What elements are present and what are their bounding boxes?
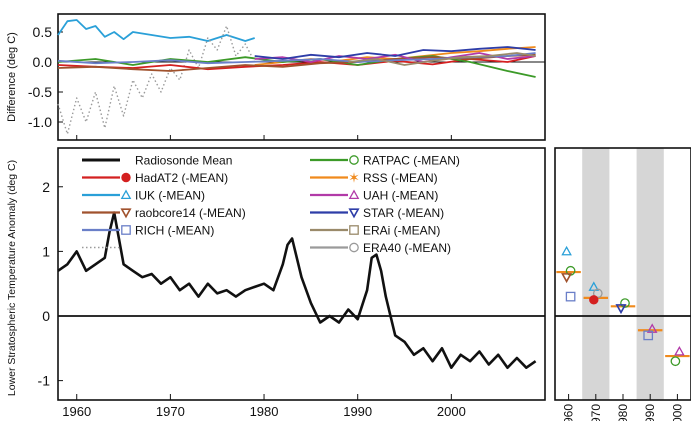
decadal-point — [588, 281, 600, 291]
anomaly-xtick-label: 1980 — [250, 404, 279, 419]
difference-ytick-label: -1.0 — [28, 114, 52, 130]
anomaly-ytick-label: -1 — [38, 373, 51, 389]
anomaly-xtick-label: 1990 — [343, 404, 372, 419]
legend-marker — [348, 208, 360, 219]
legend-label: IUK (-MEAN) — [135, 189, 205, 203]
decadal-point — [565, 291, 576, 302]
legend-marker — [349, 242, 359, 253]
anomaly-ytick-label: 0 — [42, 308, 50, 324]
difference-series-hadat2-mean — [57, 55, 536, 71]
decadal-point — [620, 298, 630, 308]
difference-series-erai-mean — [348, 52, 536, 66]
legend-label: Radiosonde Mean — [135, 154, 232, 168]
legend-label: raobcore14 (-MEAN) — [135, 206, 246, 220]
legend-item-uah-mean: UAH (-MEAN) — [310, 189, 438, 203]
decadal-point — [674, 346, 685, 356]
decadal-xtick-label: 1980 — [616, 404, 630, 421]
decadal-shade-1970 — [582, 148, 610, 400]
anomaly-ytick-label: 1 — [42, 243, 50, 259]
legend-item-rich-mean: RICH (-MEAN) — [82, 224, 214, 238]
legend-marker — [349, 225, 359, 235]
difference-series-raobcore14-mean — [57, 53, 536, 72]
legend-marker — [121, 172, 131, 183]
legend-item-iuk-mean: IUK (-MEAN) — [82, 189, 205, 203]
anomaly-ylabel: Lower Stratospheric Temperature Anomaly … — [6, 160, 18, 396]
legend-marker — [121, 225, 131, 235]
legend-item-erai-mean: ERAi (-MEAN) — [310, 224, 440, 238]
legend-item-ratpac-mean: RATPAC (-MEAN) — [310, 154, 460, 168]
anomaly-xtick-label: 1960 — [62, 404, 91, 419]
legend-marker — [349, 155, 359, 165]
legend-item-star-mean: STAR (-MEAN) — [310, 206, 444, 220]
decadal-point — [561, 245, 572, 256]
difference-ytick-label: -0.5 — [28, 84, 52, 100]
legend-label: RATPAC (-MEAN) — [363, 154, 460, 168]
legend-label: ERA40 (-MEAN) — [363, 241, 451, 255]
difference-ytick-label: 0.5 — [33, 24, 53, 40]
legend-label: HadAT2 (-MEAN) — [135, 171, 228, 185]
difference-series-iuk-mean — [57, 19, 255, 42]
legend-marker — [348, 189, 360, 200]
legend-label: STAR (-MEAN) — [363, 206, 444, 220]
legend-item-raobcore14-mean: raobcore14 (-MEAN) — [82, 206, 246, 220]
difference-ytick-label: 0.0 — [33, 54, 53, 70]
difference-panel: 0.5 0.0 -0.5 -1.0 Difference (deg C) — [6, 13, 546, 141]
anomaly-xtick-label: 1970 — [156, 404, 185, 419]
legend-label: ERAi (-MEAN) — [363, 224, 440, 238]
legend-label: UAH (-MEAN) — [363, 189, 438, 203]
legend-label: RICH (-MEAN) — [135, 224, 214, 238]
legend-marker — [120, 208, 132, 219]
decadal-xtick-label: 1960 — [562, 404, 576, 421]
legend-marker — [120, 189, 132, 200]
anomaly-ytick-label: 2 — [42, 179, 50, 195]
decadal-point — [615, 304, 627, 315]
decadal-background — [555, 148, 691, 400]
legend-item-hadat2-mean: HadAT2 (-MEAN) — [82, 171, 228, 185]
difference-series-star-mean — [254, 46, 536, 60]
legend-label: RSS (-MEAN) — [363, 171, 438, 185]
decadal-point — [589, 295, 599, 305]
anomaly-series-radiosonde-mean — [57, 211, 537, 370]
decadal-xtick-label: 1970 — [589, 404, 603, 421]
difference-ylabel: Difference (deg C) — [6, 32, 18, 122]
legend-item-rss-mean: ✶ RSS (-MEAN) — [310, 170, 438, 186]
difference-frame — [57, 13, 546, 141]
decadal-shade-1990 — [636, 148, 664, 400]
decadal-point — [643, 330, 654, 341]
anomaly-xtick-label: 2000 — [437, 404, 466, 419]
legend-marker: ✶ — [348, 170, 360, 186]
legend-item-radiosonde-mean: Radiosonde Mean — [82, 154, 232, 168]
decadal-point — [670, 356, 681, 367]
legend-item-era40-mean: ERA40 (-MEAN) — [310, 241, 451, 255]
decadal-panel: 1960 1970 1980 1990 2000 — [554, 147, 691, 421]
difference-series-era40-mean — [57, 25, 256, 135]
legend: Radiosonde Mean RATPAC (-MEAN) HadAT2 (-ME… — [82, 154, 460, 255]
anomaly-panel: 2 1 0 -1 1960 1970 1980 1990 2000 Lower Stratosph… — [6, 147, 546, 419]
decadal-xtick-label: 2000 — [670, 404, 684, 421]
decadal-xtick-label: 1990 — [643, 404, 657, 421]
decadal-point — [561, 273, 573, 284]
